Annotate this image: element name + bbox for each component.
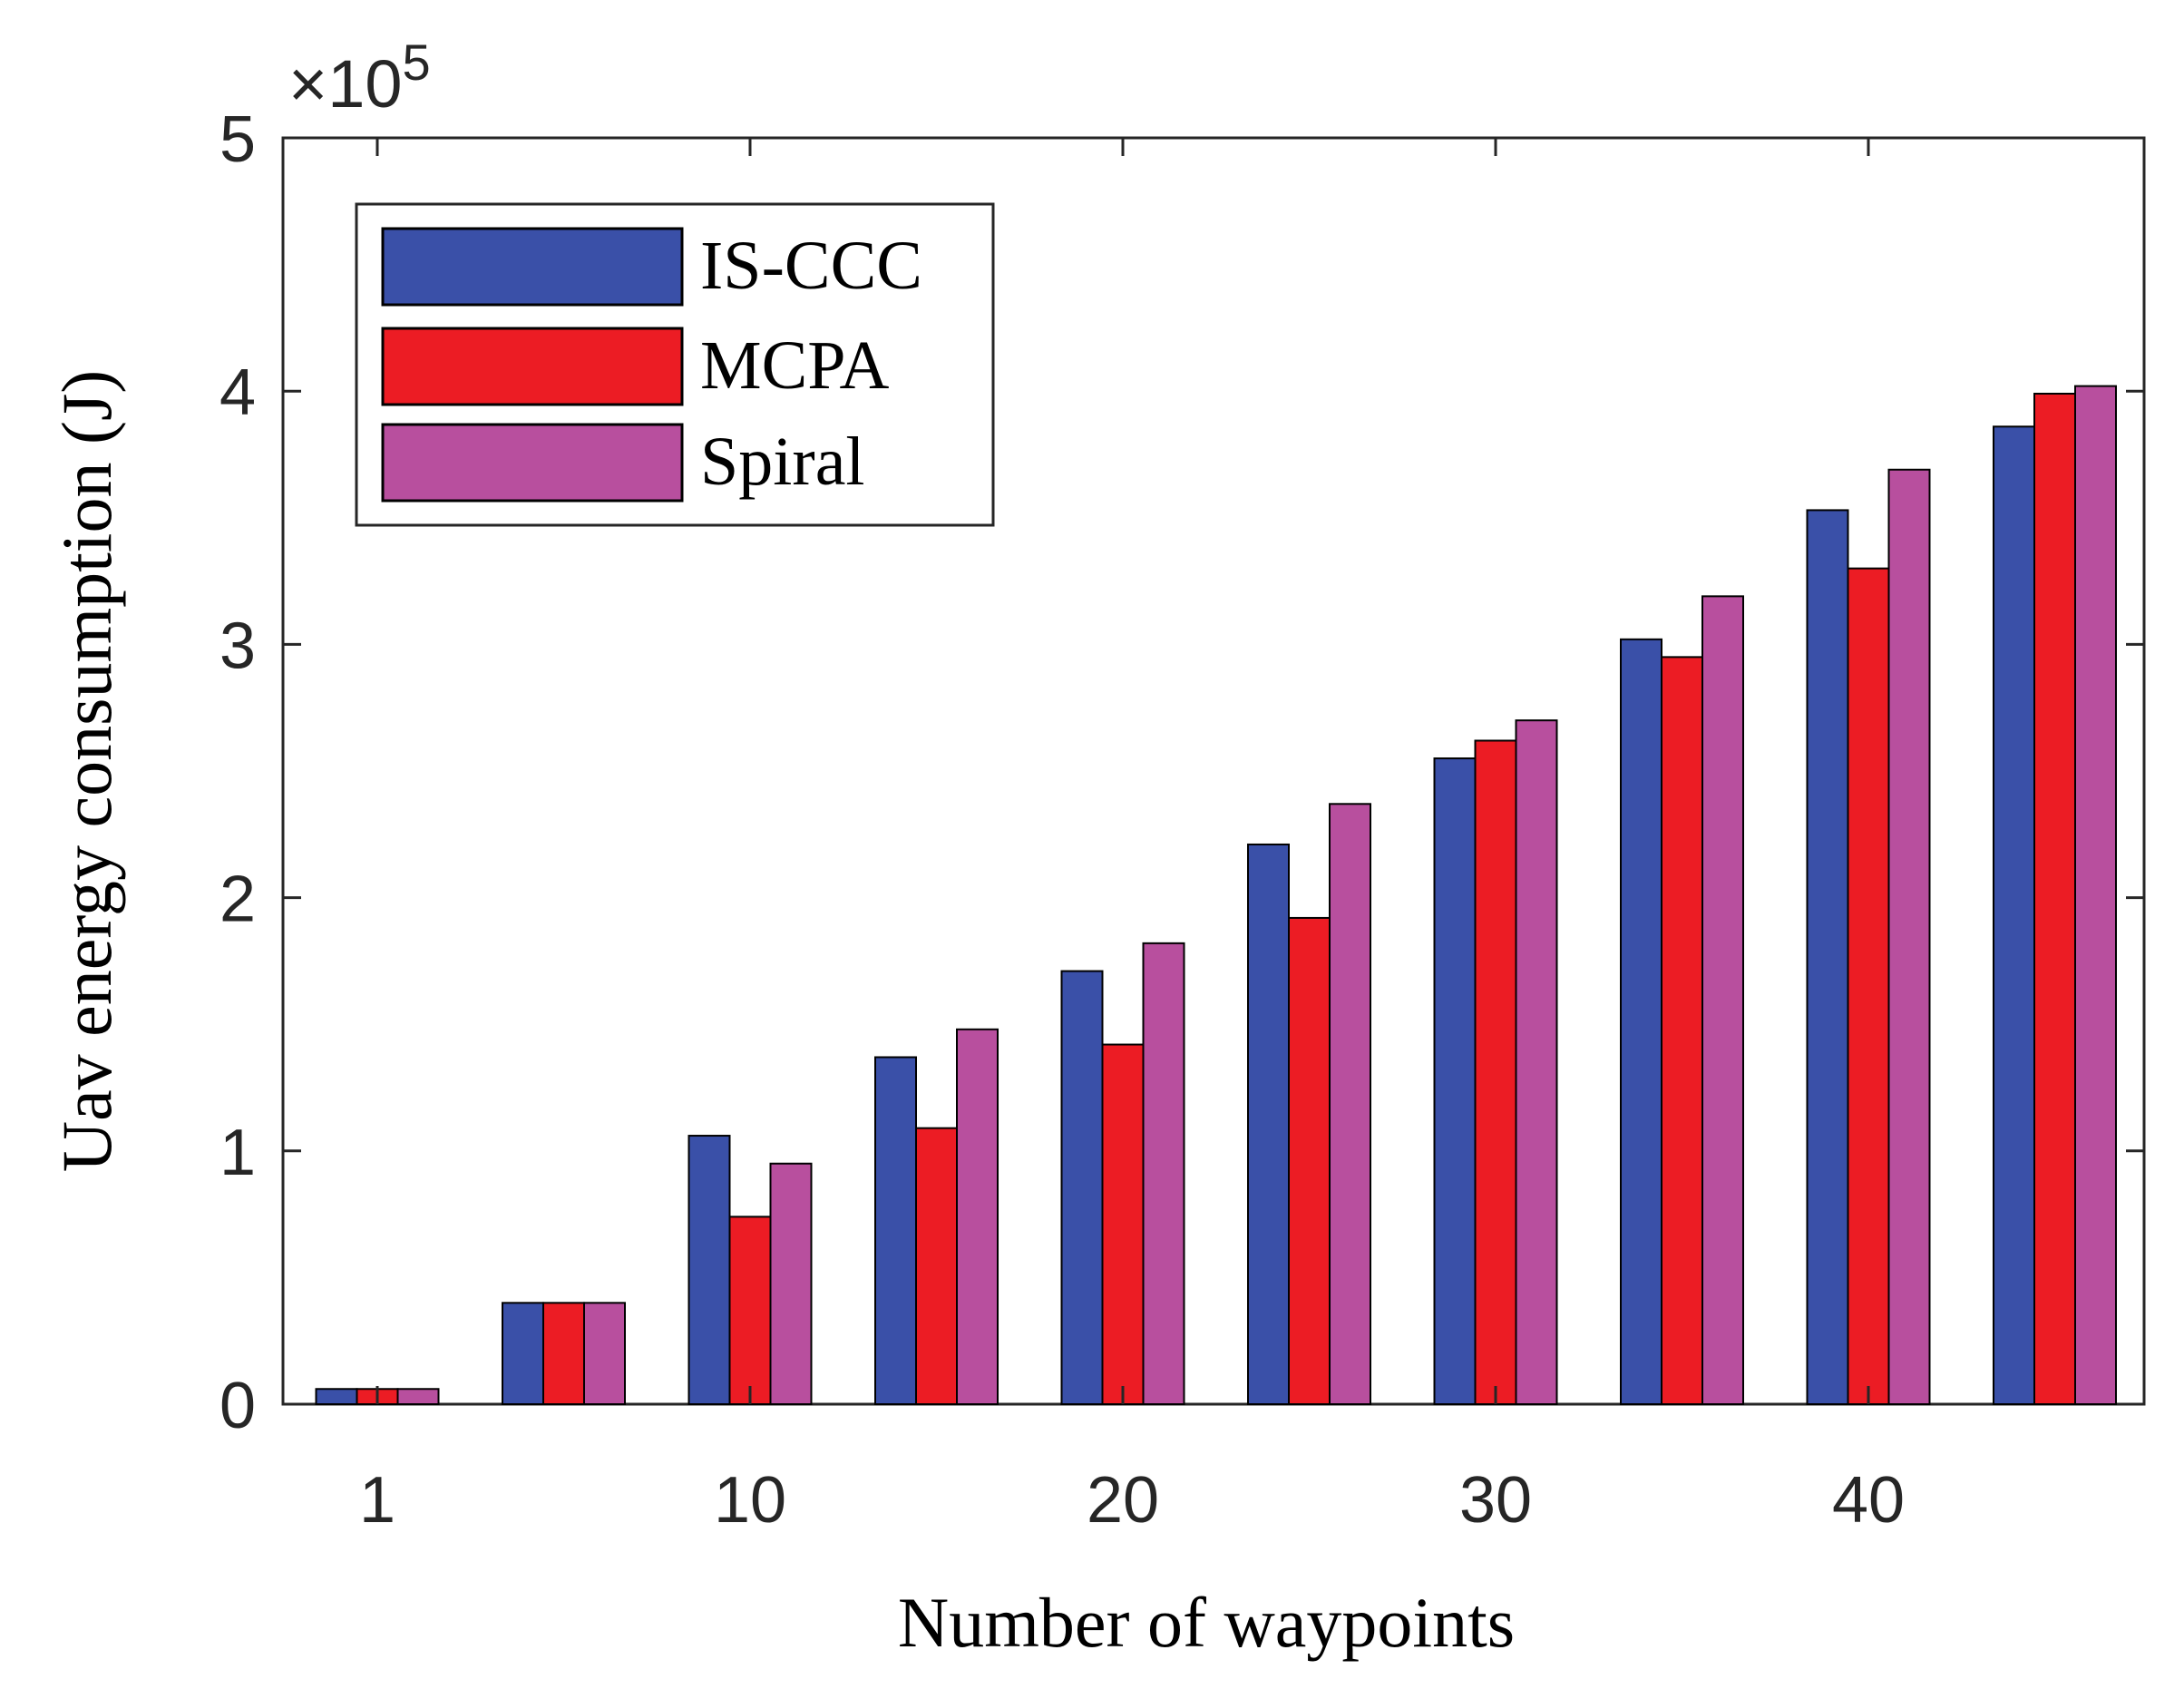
y-tick-label: 3: [219, 610, 256, 682]
bar-mcpa: [2033, 392, 2076, 1406]
bar-mcpa: [915, 1127, 958, 1405]
bar-is-ccc: [687, 1135, 731, 1405]
legend: IS-CCC MCPA Spiral: [355, 202, 995, 527]
bar-is-ccc: [874, 1056, 917, 1405]
legend-swatch-is-ccc: [381, 227, 684, 307]
bar-mcpa: [1474, 739, 1517, 1405]
legend-swatch-mcpa: [381, 327, 684, 406]
bar-is-ccc: [1993, 425, 2035, 1406]
bar-spiral: [2074, 385, 2117, 1406]
bar-mcpa: [542, 1302, 585, 1405]
bars: [315, 385, 2117, 1406]
bar-is-ccc: [1247, 843, 1290, 1405]
y-axis: 0 1 2 3 4 5: [219, 103, 2144, 1442]
bar-mcpa: [1661, 656, 1703, 1405]
y-tick-label: 0: [219, 1370, 256, 1442]
bar-is-ccc: [1806, 509, 1849, 1405]
y-tick-label: 2: [219, 864, 256, 936]
bar-mcpa: [1101, 1043, 1145, 1405]
bar-spiral: [396, 1388, 440, 1406]
x-axis: 1 10 20 30 40: [359, 138, 1905, 1537]
bar-spiral: [1887, 468, 1931, 1406]
x-axis-label: Number of waypoints: [898, 1583, 1515, 1662]
legend-swatch-spiral: [381, 423, 684, 503]
y-tick-label: 5: [219, 103, 256, 176]
y-tick-label: 4: [219, 356, 256, 429]
bar-mcpa: [728, 1215, 772, 1405]
y-axis-label: Uav energy consumption (J): [47, 370, 126, 1173]
bar-spiral: [956, 1028, 999, 1406]
bar-mcpa: [1847, 567, 1890, 1405]
bar-is-ccc: [1433, 757, 1477, 1405]
bar-mcpa: [1288, 916, 1331, 1405]
bar-spiral: [1142, 942, 1185, 1405]
bar-spiral: [583, 1302, 626, 1405]
bar-is-ccc: [1620, 638, 1662, 1405]
legend-label-is-ccc: IS-CCC: [700, 228, 922, 304]
x-tick-label: 1: [359, 1464, 395, 1537]
x-tick-label: 30: [1459, 1464, 1532, 1537]
legend-label-mcpa: MCPA: [700, 327, 890, 404]
bar-is-ccc: [502, 1302, 544, 1405]
x-tick-label: 20: [1087, 1464, 1159, 1537]
x-tick-label: 10: [714, 1464, 786, 1537]
x-tick-label: 40: [1832, 1464, 1905, 1537]
y-exponent-label: ×105: [288, 34, 431, 122]
y-tick-label: 1: [219, 1117, 256, 1189]
bar-spiral: [1329, 803, 1371, 1405]
legend-label-spiral: Spiral: [700, 424, 865, 500]
bar-spiral: [769, 1162, 813, 1405]
bar-spiral: [1515, 719, 1558, 1405]
bar-is-ccc: [315, 1388, 358, 1406]
bar-spiral: [1701, 595, 1744, 1405]
bar-is-ccc: [1060, 970, 1104, 1405]
